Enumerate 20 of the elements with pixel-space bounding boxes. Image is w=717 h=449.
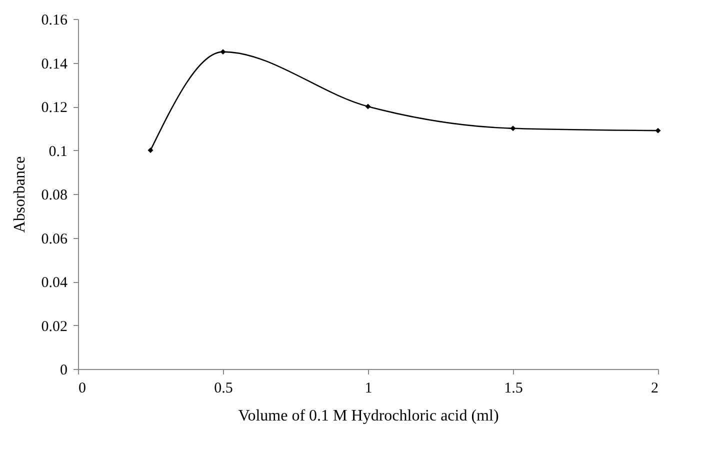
x-tick-label: 2 — [651, 380, 658, 396]
y-tick-label: 0.1 — [48, 144, 68, 160]
y-tick-label: 0.04 — [41, 275, 68, 291]
point — [655, 128, 661, 134]
y-tick-label: 0.02 — [41, 318, 68, 335]
x-tick-label: 1.5 — [504, 380, 523, 396]
y-tick-label: 0.12 — [41, 100, 68, 116]
y-tick-label: 0.06 — [41, 231, 68, 248]
x-tick-label: 0 — [78, 380, 86, 396]
point — [220, 49, 226, 55]
y-tick-label: 0.08 — [41, 188, 68, 204]
x-tick-label: 0.5 — [214, 380, 233, 396]
y-tick-label: 0.14 — [41, 56, 68, 72]
point — [510, 126, 516, 132]
y-tick-label: 0 — [60, 362, 68, 378]
point — [365, 104, 371, 110]
x-tick-label: 1 — [364, 380, 372, 396]
x-axis-title: Volume of 0.1 M Hydrochloric acid (ml) — [238, 408, 499, 424]
y-axis-title: Absorbance — [11, 156, 28, 233]
y-tick-label: 0.16 — [41, 12, 68, 28]
